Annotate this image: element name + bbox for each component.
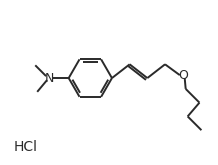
Text: O: O	[178, 69, 188, 82]
Text: HCl: HCl	[14, 140, 38, 154]
Text: N: N	[44, 72, 54, 85]
